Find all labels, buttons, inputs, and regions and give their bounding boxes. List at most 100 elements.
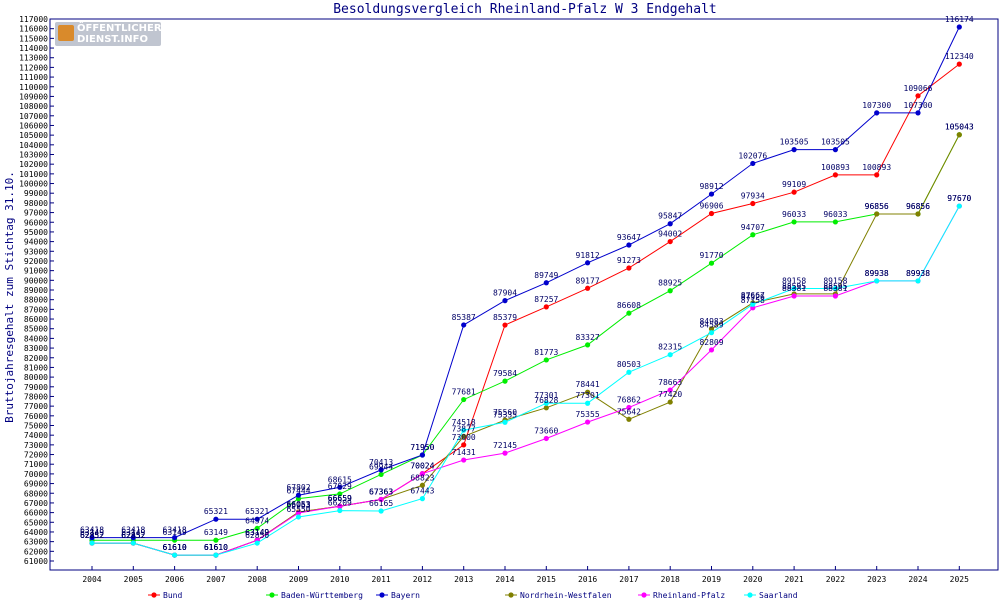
data-point bbox=[213, 552, 219, 558]
data-point bbox=[502, 378, 508, 384]
data-point bbox=[708, 191, 715, 197]
data-point bbox=[337, 507, 343, 514]
data-label: 77420 bbox=[658, 390, 682, 399]
data-label: 63149 bbox=[121, 528, 145, 537]
x-tick-label: 2017 bbox=[619, 575, 638, 584]
data-point bbox=[502, 322, 508, 328]
y-tick-label: 115000 bbox=[19, 34, 48, 43]
data-point bbox=[708, 347, 715, 353]
y-tick-label: 64000 bbox=[24, 528, 48, 537]
data-point bbox=[461, 442, 467, 448]
legend-label: Saarland bbox=[759, 591, 798, 600]
y-tick-label: 89000 bbox=[24, 286, 48, 295]
data-point bbox=[915, 110, 921, 116]
data-point bbox=[708, 330, 715, 336]
data-label: 67929 bbox=[328, 482, 352, 491]
data-point bbox=[832, 293, 839, 299]
data-label: 62852 bbox=[80, 531, 104, 540]
y-tick-label: 78000 bbox=[24, 392, 48, 401]
x-tick-label: 2023 bbox=[867, 575, 886, 584]
data-label: 76828 bbox=[534, 396, 558, 405]
data-point bbox=[543, 400, 549, 406]
data-label: 63418 bbox=[121, 526, 145, 535]
data-point bbox=[915, 93, 921, 99]
y-tick-label: 77000 bbox=[24, 402, 48, 411]
data-label: 87158 bbox=[741, 296, 765, 305]
data-point bbox=[461, 427, 467, 433]
series-line-3 bbox=[92, 134, 960, 556]
data-label: 107300 bbox=[904, 101, 933, 110]
data-point bbox=[461, 433, 467, 439]
data-label: 76862 bbox=[617, 395, 641, 404]
data-label: 66165 bbox=[369, 499, 393, 508]
x-tick-label: 2019 bbox=[702, 575, 721, 584]
data-label: 96906 bbox=[699, 201, 723, 210]
data-label: 105043 bbox=[945, 123, 974, 132]
data-point bbox=[791, 293, 797, 299]
data-label: 63149 bbox=[163, 528, 187, 537]
data-label: 61610 bbox=[204, 543, 228, 552]
data-point bbox=[956, 132, 962, 138]
data-label: 78441 bbox=[576, 380, 600, 389]
data-label: 61610 bbox=[163, 543, 187, 552]
data-label: 100893 bbox=[862, 163, 891, 172]
y-tick-label: 67000 bbox=[24, 499, 48, 508]
y-tick-label: 101000 bbox=[19, 170, 48, 179]
data-label: 73660 bbox=[534, 426, 558, 435]
data-point bbox=[502, 450, 508, 456]
data-label: 103505 bbox=[780, 138, 809, 147]
x-tick-label: 2014 bbox=[495, 575, 514, 584]
chart-title: Besoldungsvergleich Rheinland-Pfalz W 3 … bbox=[333, 2, 717, 17]
logo-line-2: DIENST.INFO bbox=[77, 34, 148, 45]
data-label: 89938 bbox=[865, 269, 889, 278]
data-label: 75335 bbox=[493, 410, 517, 419]
y-tick-label: 73000 bbox=[24, 441, 48, 450]
data-point bbox=[750, 232, 756, 238]
logo-line-1: ÖFFENTLICHER bbox=[77, 23, 162, 34]
x-tick-label: 2004 bbox=[82, 575, 101, 584]
data-point bbox=[461, 457, 467, 463]
data-label: 75355 bbox=[576, 410, 600, 419]
data-label: 84983 bbox=[699, 317, 723, 326]
data-label: 64374 bbox=[245, 516, 269, 525]
data-point bbox=[874, 211, 880, 217]
data-label: 62850 bbox=[245, 531, 269, 540]
y-tick-label: 105000 bbox=[19, 131, 48, 140]
x-tick-label: 2005 bbox=[124, 575, 143, 584]
data-point bbox=[750, 305, 756, 311]
legend-marker bbox=[379, 592, 385, 598]
data-label: 74518 bbox=[452, 418, 476, 427]
data-label: 96033 bbox=[782, 210, 806, 219]
data-point bbox=[585, 389, 591, 395]
y-tick-label: 98000 bbox=[24, 199, 48, 208]
data-label: 75560 bbox=[493, 408, 517, 417]
data-label: 65321 bbox=[245, 507, 269, 516]
y-tick-label: 110000 bbox=[19, 83, 48, 92]
logo-icon bbox=[58, 25, 74, 41]
data-label: 102076 bbox=[738, 151, 767, 160]
y-tick-label: 116000 bbox=[19, 25, 48, 34]
data-label: 86608 bbox=[617, 301, 641, 310]
x-tick-label: 2008 bbox=[248, 575, 267, 584]
data-point bbox=[295, 514, 302, 520]
x-tick-label: 2012 bbox=[413, 575, 432, 584]
data-label: 83327 bbox=[576, 333, 600, 342]
data-point bbox=[130, 540, 136, 546]
data-label: 97670 bbox=[947, 194, 971, 203]
data-point bbox=[337, 503, 343, 509]
logo-text: ÖFFENTLICHER DIENST.INFO bbox=[77, 23, 162, 45]
data-point bbox=[791, 147, 797, 153]
data-point bbox=[254, 540, 260, 546]
x-tick-label: 2015 bbox=[537, 575, 556, 584]
data-label: 84589 bbox=[699, 321, 723, 330]
data-point bbox=[502, 419, 508, 425]
legend: Bund Baden-Württemberg Bayern Nordrhein-Wes… bbox=[148, 591, 798, 600]
data-label: 75642 bbox=[617, 407, 641, 416]
data-point bbox=[337, 491, 343, 497]
data-label: 61610 bbox=[204, 543, 228, 552]
data-point bbox=[708, 210, 715, 217]
y-tick-label: 106000 bbox=[19, 121, 48, 130]
data-point bbox=[956, 61, 962, 67]
data-label: 87904 bbox=[493, 289, 517, 298]
data-label: 63149 bbox=[245, 528, 269, 537]
